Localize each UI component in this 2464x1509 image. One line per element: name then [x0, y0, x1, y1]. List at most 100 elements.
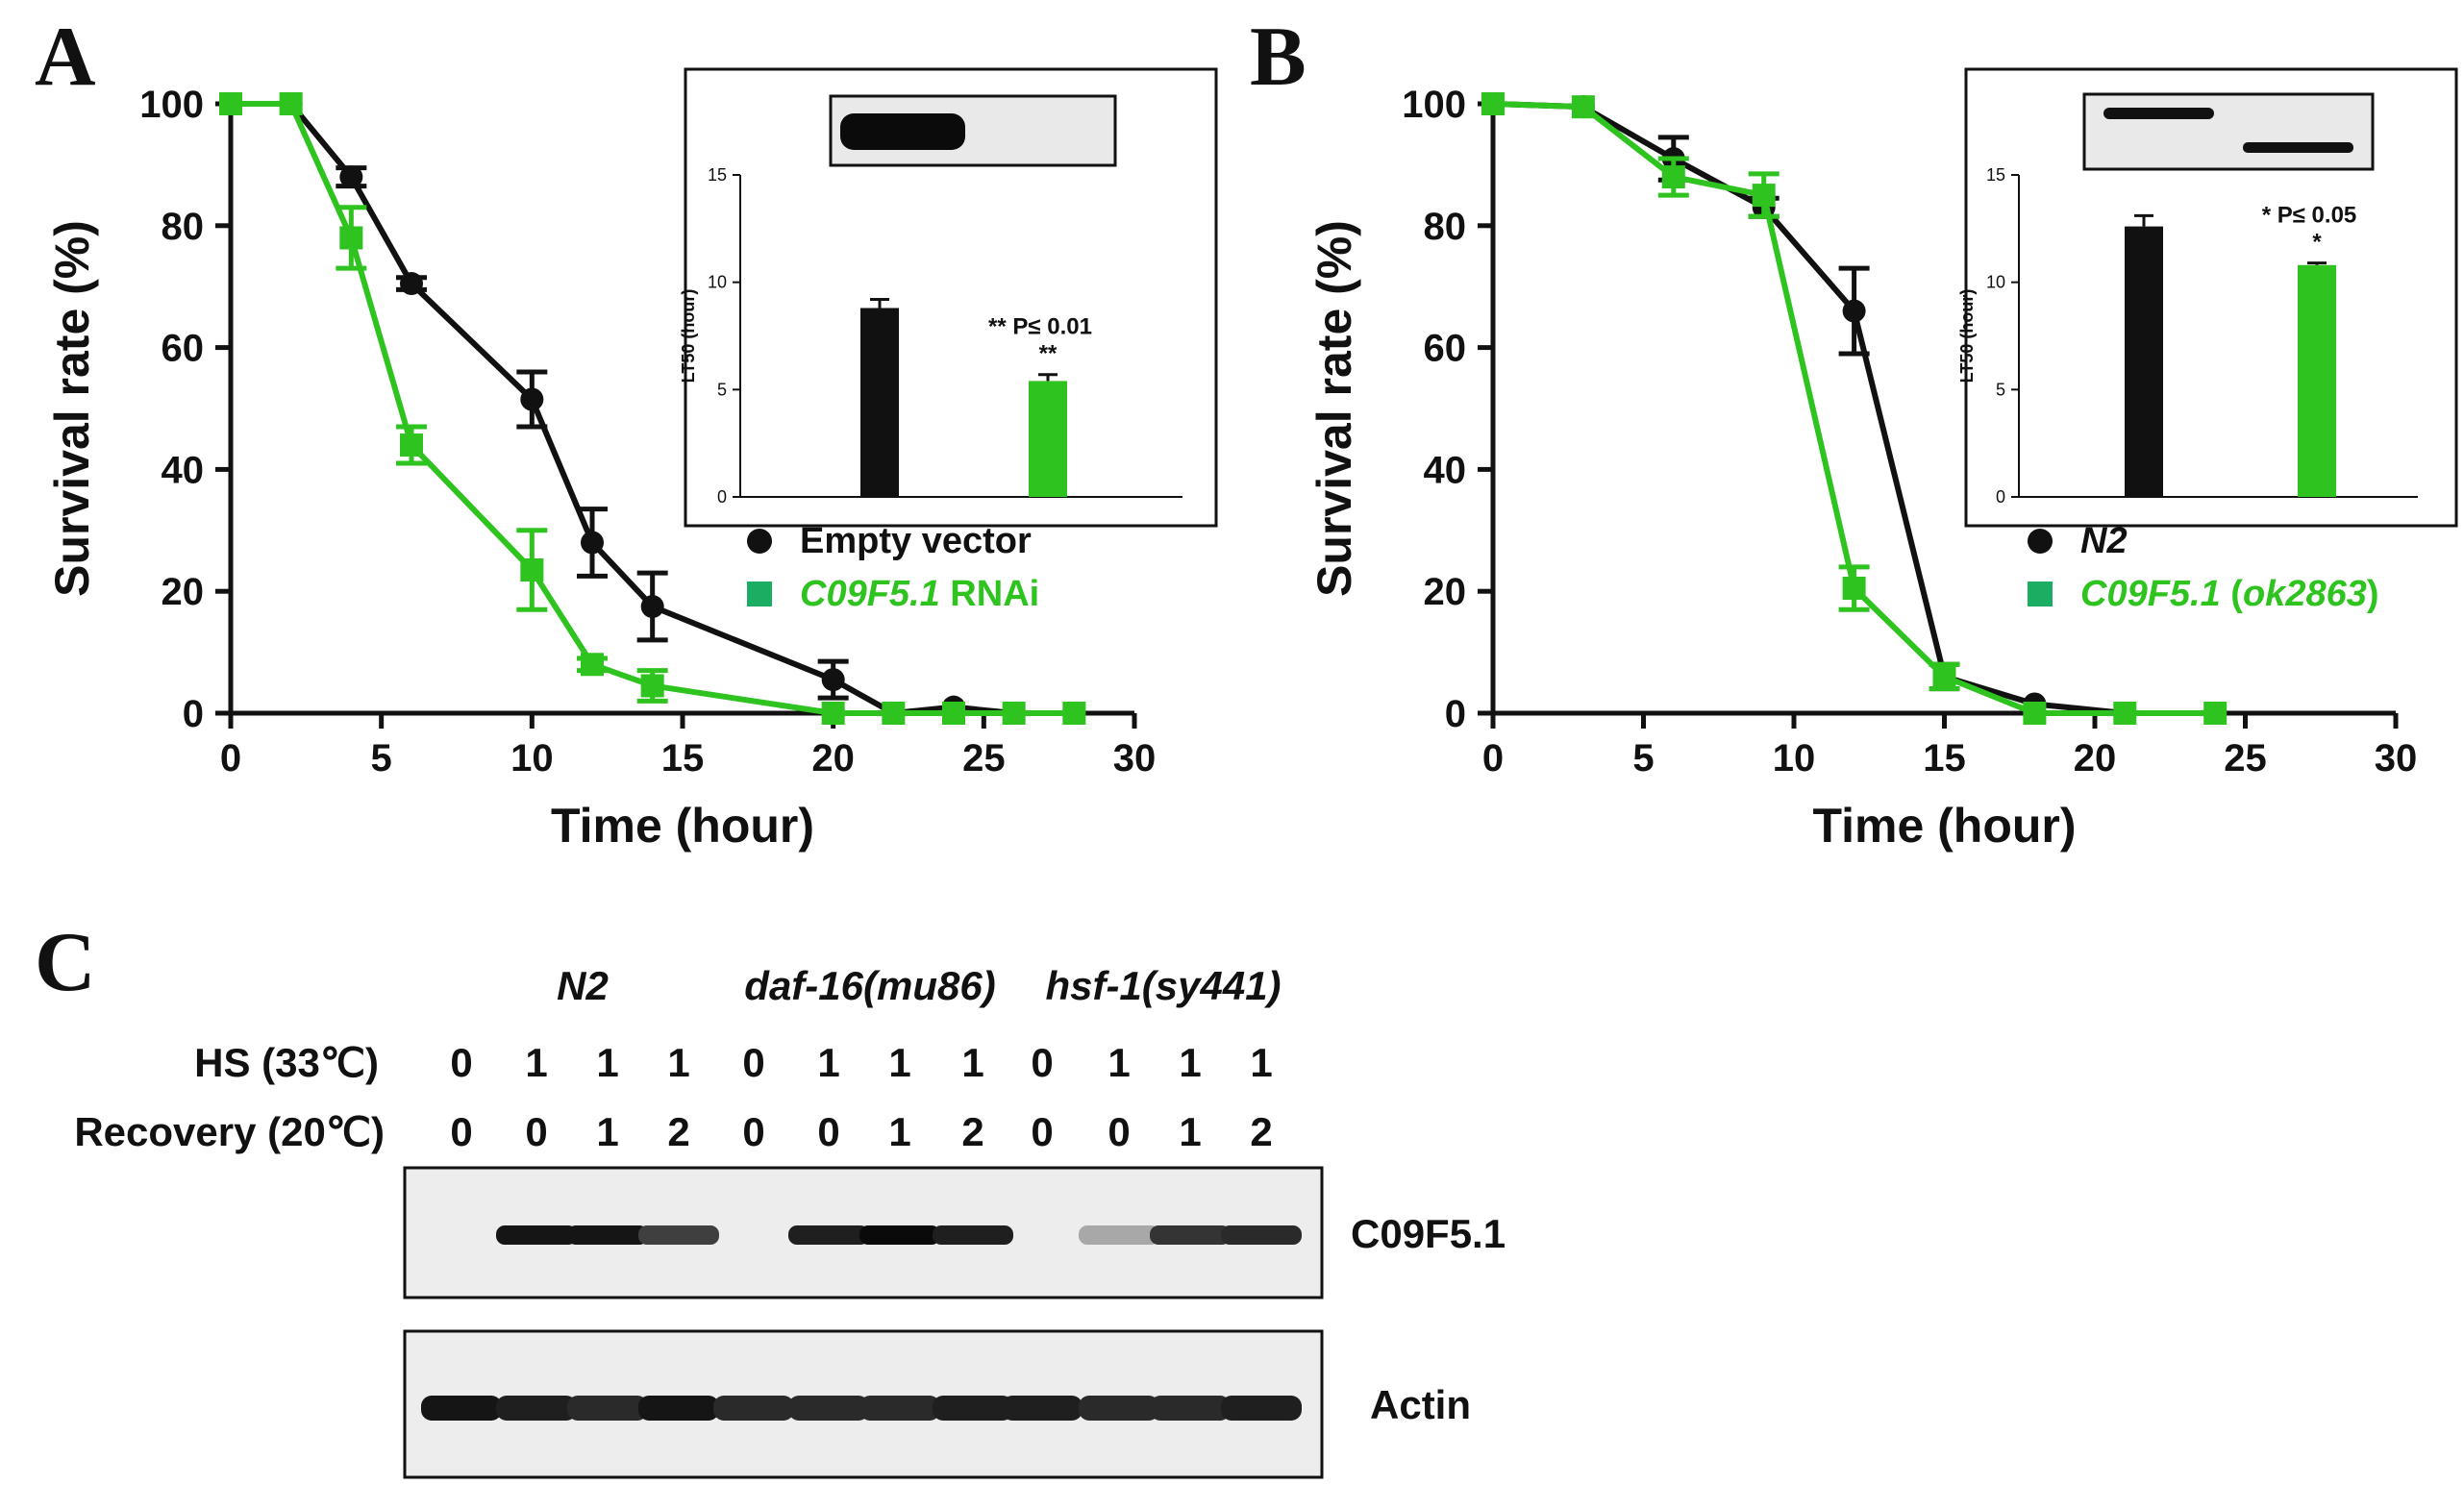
data-point — [640, 595, 664, 619]
data-point — [1481, 92, 1505, 115]
data-point — [520, 558, 544, 582]
band-actin — [1150, 1396, 1231, 1421]
inset-stars: * — [2312, 230, 2322, 256]
data-point — [1752, 184, 1776, 208]
legend-marker — [747, 529, 772, 554]
hs-value: 1 — [525, 1040, 547, 1085]
band-actin — [1079, 1396, 1159, 1421]
recovery-value: 2 — [961, 1109, 983, 1154]
band-c09f5-1 — [933, 1225, 1013, 1245]
data-point — [581, 531, 604, 555]
legend: Empty vector C09F5.1 RNAi — [747, 521, 1039, 614]
data-point — [520, 387, 544, 411]
data-point — [640, 674, 664, 698]
y-tick-label: 60 — [162, 328, 205, 370]
inset-y-title: LT50 (hour) — [1957, 289, 1977, 383]
x-tick-label: 20 — [811, 737, 855, 779]
x-tick-label: 5 — [371, 737, 392, 779]
inset-y-tick-label: 10 — [1986, 273, 2005, 292]
band-c09f5-1 — [859, 1225, 940, 1245]
y-tick-label: 0 — [183, 693, 204, 735]
x-tick-label: 10 — [510, 737, 554, 779]
data-point — [2203, 702, 2228, 725]
band-actin — [421, 1396, 502, 1421]
data-point — [1571, 95, 1595, 119]
recovery-value: 0 — [450, 1109, 472, 1154]
x-tick-label: 15 — [1923, 737, 1966, 779]
y-tick-label: 80 — [1424, 206, 1467, 248]
hs-value: 1 — [596, 1040, 618, 1085]
legend: N2 C09F5.1 (ok2863) — [2028, 521, 2379, 614]
inset-y-tick-label: 15 — [708, 165, 727, 185]
hs-value: 1 — [1108, 1040, 1130, 1085]
inset-bar — [860, 308, 899, 497]
recovery-value: 0 — [742, 1109, 764, 1154]
data-point — [400, 272, 423, 296]
recovery-value: 0 — [525, 1109, 547, 1154]
band-actin — [496, 1396, 577, 1421]
band-c09f5-1 — [567, 1225, 648, 1245]
inset-y-tick-label: 0 — [717, 487, 727, 507]
series-1 — [219, 92, 1086, 725]
x-tick-label: 20 — [2074, 737, 2117, 779]
hs-value: 0 — [742, 1040, 764, 1085]
x-tick-label: 0 — [1482, 737, 1504, 779]
blot-c: N2 daf-16(mu86) hsf-1(sy441) HS (33℃) Recove… — [74, 963, 1506, 1479]
y-tick-label: 0 — [1445, 693, 1466, 735]
panel-label-c: C — [35, 916, 96, 1009]
band-c09f5-1 — [1079, 1225, 1159, 1245]
y-tick-label: 100 — [1402, 84, 1466, 126]
data-point — [1661, 165, 1685, 189]
hs-value: 1 — [1250, 1040, 1272, 1085]
recovery-value: 1 — [1179, 1109, 1201, 1154]
data-point — [942, 702, 965, 725]
x-axis-title: Time (hour) — [551, 799, 814, 853]
legend-marker — [2028, 581, 2053, 606]
panel-label-a: A — [35, 11, 96, 104]
legend-label: N2 — [2080, 521, 2128, 561]
recovery-value: 0 — [817, 1109, 839, 1154]
recovery-value: 2 — [667, 1109, 689, 1154]
band-actin — [1221, 1396, 1302, 1421]
series-1 — [1481, 92, 2228, 725]
x-tick-label: 25 — [962, 737, 1006, 779]
y-tick-label: 80 — [162, 206, 205, 248]
inset: 0 5 10 15 LT50 (hour) * P≤ 0.05* — [1957, 67, 2458, 528]
band-c09f5-1 — [1221, 1225, 1302, 1245]
hs-value: 0 — [1031, 1040, 1053, 1085]
inset-significance: ** P≤ 0.01 — [988, 314, 1092, 340]
x-tick-label: 10 — [1773, 737, 1816, 779]
band-c09f5-1 — [788, 1225, 869, 1245]
recovery-value: 1 — [596, 1109, 618, 1154]
hs-value: 1 — [1179, 1040, 1201, 1085]
blot-group-label: daf-16(mu86) — [744, 963, 995, 1008]
inset-y-tick-label: 5 — [1996, 380, 2005, 399]
recovery-row-label: Recovery (20℃) — [74, 1109, 385, 1154]
legend-marker — [747, 581, 772, 606]
data-point — [339, 226, 363, 250]
legend-label: C09F5.1 (ok2863) — [2080, 574, 2379, 614]
data-point — [821, 702, 845, 725]
inset-y-title: LT50 (hour) — [679, 289, 698, 383]
y-axis-title: Survival rate (%) — [1307, 220, 1361, 597]
data-point — [1062, 702, 1086, 725]
recovery-value: 1 — [888, 1109, 910, 1154]
band-actin — [713, 1396, 794, 1421]
y-tick-label: 20 — [162, 571, 205, 613]
hs-value: 1 — [667, 1040, 689, 1085]
y-axis-title: Survival rate (%) — [45, 220, 99, 597]
inset-bar — [1029, 381, 1067, 497]
band-c09f5-1 — [1150, 1225, 1231, 1245]
band-c09f5-1 — [496, 1225, 577, 1245]
data-point — [2023, 702, 2047, 725]
inset-blot-band — [840, 113, 965, 150]
x-axis-title: Time (hour) — [1812, 799, 2076, 853]
x-tick-label: 25 — [2224, 737, 2267, 779]
data-point — [400, 433, 423, 458]
band-actin — [933, 1396, 1013, 1421]
recovery-value: 0 — [1031, 1109, 1053, 1154]
x-tick-label: 30 — [1113, 737, 1157, 779]
legend-label: C09F5.1 RNAi — [800, 574, 1039, 614]
inset-blot — [2082, 92, 2375, 171]
inset-significance: * P≤ 0.05 — [2262, 203, 2357, 229]
